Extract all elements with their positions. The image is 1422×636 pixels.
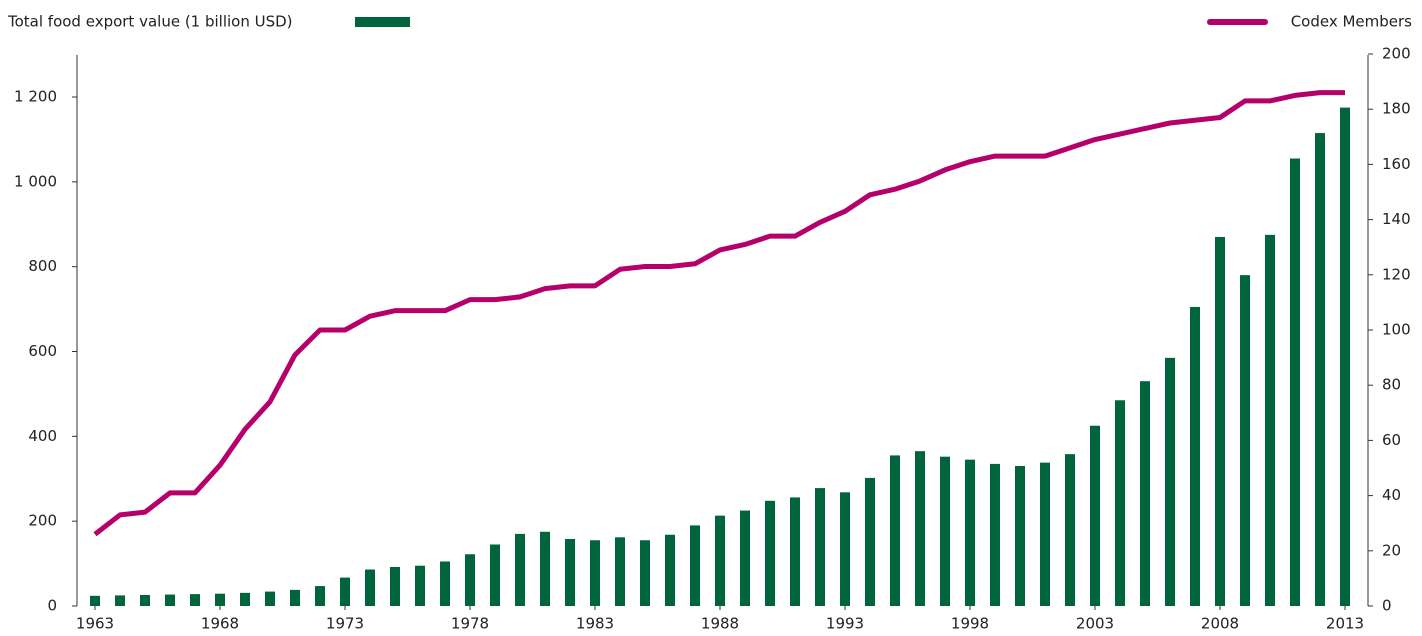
y2-tick-label: 140 — [1382, 210, 1411, 228]
bar — [90, 596, 100, 606]
legend-label: Total food export value (1 billion USD) — [7, 13, 293, 31]
bar — [340, 578, 350, 606]
bar — [990, 464, 1000, 606]
bar — [840, 492, 850, 606]
bar — [1165, 358, 1175, 606]
bar — [740, 511, 750, 606]
bar — [1140, 381, 1150, 606]
bar — [115, 595, 125, 606]
bar — [515, 534, 525, 606]
bar — [590, 540, 600, 606]
bar — [1340, 108, 1350, 606]
bar — [265, 592, 275, 606]
chart: Total food export value (1 billion USD) … — [0, 0, 1422, 636]
bar — [565, 539, 575, 606]
y2-tick-label: 40 — [1382, 486, 1401, 504]
bar — [715, 516, 725, 606]
bar — [1215, 237, 1225, 606]
x-tick-label: 1983 — [576, 615, 614, 633]
y-tick-label: 800 — [28, 257, 57, 275]
bar — [1115, 400, 1125, 606]
x-tick-label: 2013 — [1326, 615, 1364, 633]
bar — [765, 501, 775, 606]
bar — [1315, 133, 1325, 606]
y2-tick-label: 180 — [1382, 100, 1411, 118]
bar — [215, 594, 225, 606]
bar — [415, 566, 425, 606]
bar — [1190, 307, 1200, 606]
bar — [640, 540, 650, 606]
bar — [465, 554, 475, 606]
bar — [890, 455, 900, 606]
bar — [615, 537, 625, 606]
bar — [1040, 463, 1050, 606]
bar — [1090, 426, 1100, 606]
y2-tick-label: 20 — [1382, 541, 1401, 559]
y2-tick-label: 160 — [1382, 155, 1411, 173]
bar — [140, 595, 150, 606]
y-tick-label: 1 000 — [14, 172, 57, 190]
x-tick-label: 1978 — [451, 615, 489, 633]
bar — [390, 567, 400, 606]
bar — [240, 593, 250, 606]
bar — [490, 544, 500, 606]
x-tick-label: 1993 — [826, 615, 864, 633]
y2-tick-label: 0 — [1382, 597, 1392, 615]
bar — [165, 595, 175, 606]
bar — [790, 497, 800, 606]
bar — [815, 488, 825, 606]
y2-tick-label: 200 — [1382, 45, 1411, 63]
bar — [690, 525, 700, 606]
bar — [940, 457, 950, 606]
legend-label: Codex Members — [1291, 13, 1412, 31]
y-tick-label: 200 — [28, 512, 57, 530]
bar — [290, 590, 300, 606]
x-tick-label: 1968 — [201, 615, 239, 633]
bar — [665, 535, 675, 606]
bar — [1065, 454, 1075, 606]
bar — [315, 586, 325, 606]
bar — [865, 478, 875, 606]
y-tick-label: 400 — [28, 427, 57, 445]
y2-tick-label: 100 — [1382, 321, 1411, 339]
bar — [440, 561, 450, 606]
bar — [965, 460, 975, 606]
x-tick-label: 1963 — [76, 615, 114, 633]
bar — [1265, 235, 1275, 606]
x-tick-label: 1988 — [701, 615, 739, 633]
bar — [915, 451, 925, 606]
bar — [1290, 159, 1300, 606]
x-tick-label: 1998 — [951, 615, 989, 633]
y-tick-label: 0 — [47, 597, 57, 615]
bar — [190, 594, 200, 606]
y-tick-label: 600 — [28, 342, 57, 360]
bar — [1015, 466, 1025, 606]
x-tick-label: 1973 — [326, 615, 364, 633]
bar — [365, 570, 375, 606]
legend-swatch — [355, 17, 410, 27]
bar — [1240, 275, 1250, 606]
y-tick-label: 1 200 — [14, 88, 57, 106]
x-tick-label: 2008 — [1201, 615, 1239, 633]
x-tick-label: 2003 — [1076, 615, 1114, 633]
bar — [540, 532, 550, 606]
line — [95, 93, 1345, 535]
y2-tick-label: 60 — [1382, 431, 1401, 449]
y2-tick-label: 120 — [1382, 265, 1411, 283]
y2-tick-label: 80 — [1382, 376, 1401, 394]
